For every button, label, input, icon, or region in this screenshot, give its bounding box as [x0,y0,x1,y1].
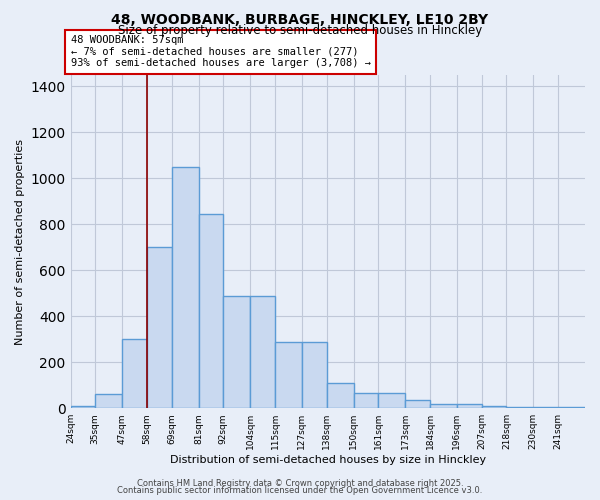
X-axis label: Distribution of semi-detached houses by size in Hinckley: Distribution of semi-detached houses by … [170,455,486,465]
Bar [506,407,533,408]
Bar [558,407,585,408]
Bar [482,406,506,408]
Bar [223,296,250,408]
Bar [122,340,147,408]
Text: 48 WOODBANK: 57sqm
← 7% of semi-detached houses are smaller (277)
93% of semi-de: 48 WOODBANK: 57sqm ← 7% of semi-detached… [71,35,371,68]
Y-axis label: Number of semi-detached properties: Number of semi-detached properties [15,138,25,344]
Bar [275,342,302,408]
Bar [302,342,326,408]
Bar [326,383,353,408]
Bar [457,404,482,408]
Bar [430,404,457,408]
Bar [71,406,95,408]
Text: Contains public sector information licensed under the Open Government Licence v3: Contains public sector information licen… [118,486,482,495]
Bar [533,407,558,408]
Text: Contains HM Land Registry data © Crown copyright and database right 2025.: Contains HM Land Registry data © Crown c… [137,478,463,488]
Bar [405,400,430,408]
Bar [147,248,172,408]
Bar [172,167,199,408]
Bar [353,394,379,408]
Bar [250,296,275,408]
Bar [379,394,405,408]
Bar [199,214,223,408]
Bar [95,394,122,408]
Text: Size of property relative to semi-detached houses in Hinckley: Size of property relative to semi-detach… [118,24,482,37]
Text: 48, WOODBANK, BURBAGE, HINCKLEY, LE10 2BY: 48, WOODBANK, BURBAGE, HINCKLEY, LE10 2B… [112,12,488,26]
